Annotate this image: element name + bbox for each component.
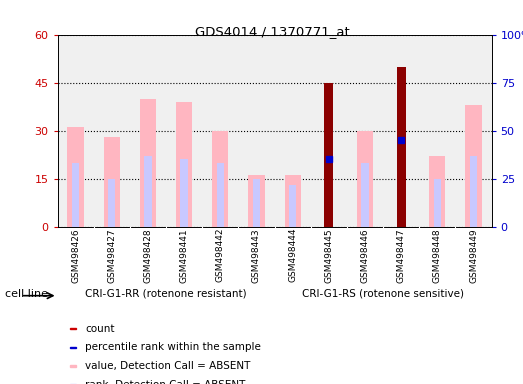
Bar — [140, 99, 156, 227]
Text: value, Detection Call = ABSENT: value, Detection Call = ABSENT — [85, 361, 251, 371]
Bar — [217, 162, 224, 227]
Bar — [465, 105, 482, 227]
Bar — [248, 175, 265, 227]
Text: rank, Detection Call = ABSENT: rank, Detection Call = ABSENT — [85, 380, 245, 384]
Bar — [67, 127, 84, 227]
Bar — [104, 137, 120, 227]
Bar — [70, 328, 76, 329]
Bar — [324, 83, 333, 227]
Bar — [285, 175, 301, 227]
Bar — [289, 185, 297, 227]
Bar — [470, 156, 477, 227]
Bar — [429, 156, 446, 227]
Text: CRI-G1-RS (rotenone sensitive): CRI-G1-RS (rotenone sensitive) — [302, 289, 464, 299]
Bar — [72, 162, 79, 227]
Bar — [70, 366, 76, 367]
Bar — [212, 131, 229, 227]
Text: GDS4014 / 1370771_at: GDS4014 / 1370771_at — [195, 25, 349, 38]
Text: cell line: cell line — [5, 289, 48, 299]
Bar — [180, 159, 188, 227]
Bar — [253, 179, 260, 227]
Bar — [70, 347, 76, 348]
Bar — [108, 179, 116, 227]
Bar — [176, 102, 192, 227]
Bar — [144, 156, 152, 227]
Text: percentile rank within the sample: percentile rank within the sample — [85, 343, 261, 353]
Text: CRI-G1-RR (rotenone resistant): CRI-G1-RR (rotenone resistant) — [85, 289, 247, 299]
Bar — [434, 179, 441, 227]
Text: count: count — [85, 324, 115, 334]
Bar — [357, 131, 373, 227]
Bar — [361, 162, 369, 227]
Bar — [397, 66, 406, 227]
